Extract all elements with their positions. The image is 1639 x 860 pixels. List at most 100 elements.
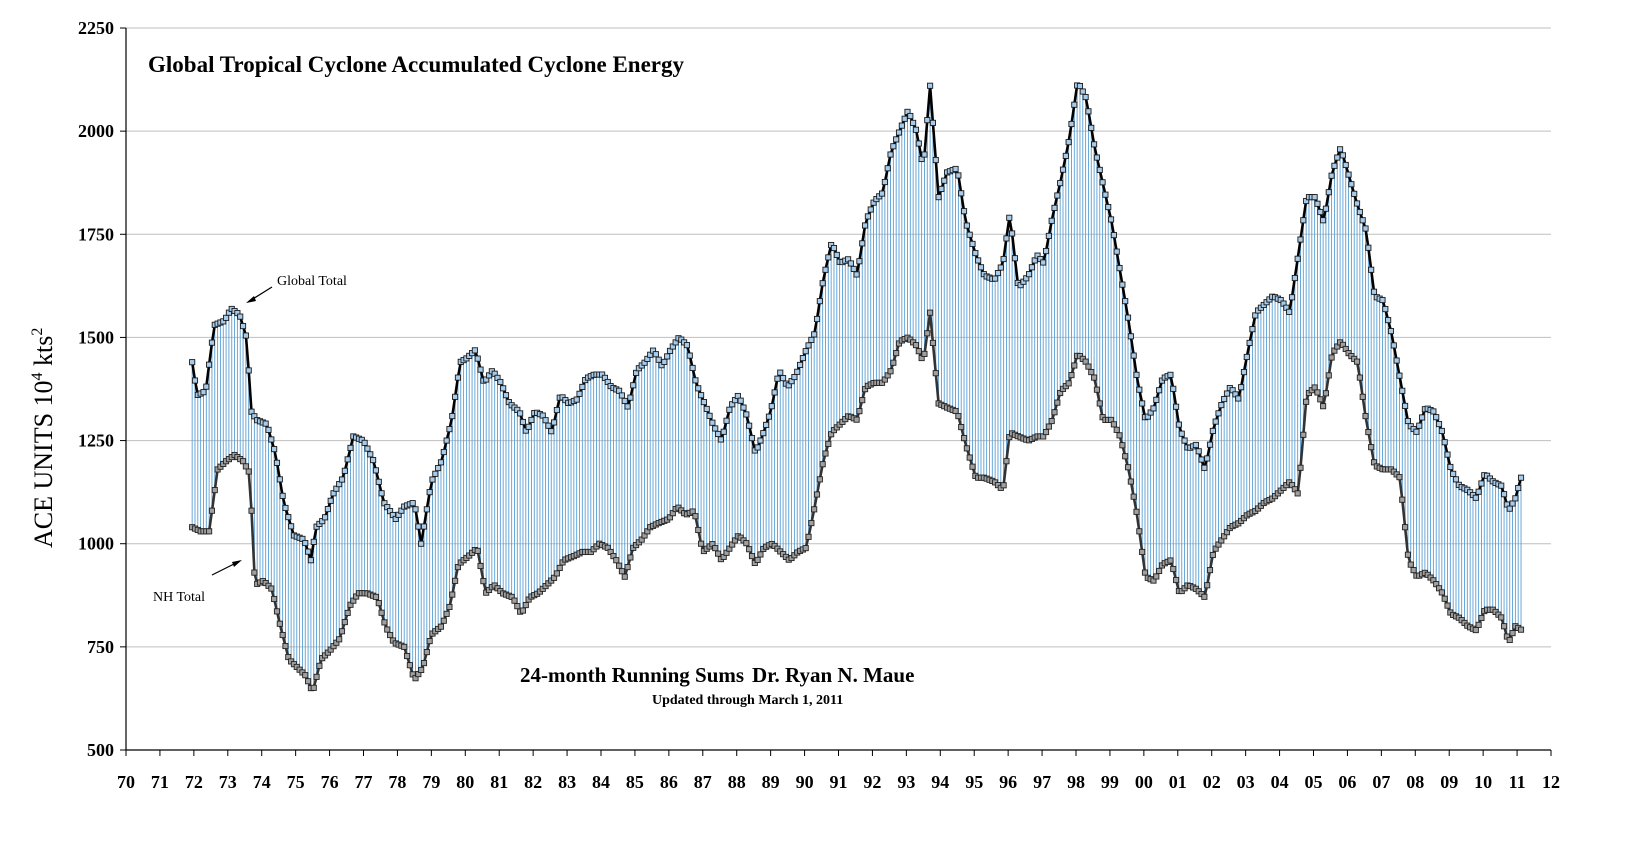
nh-total-point [1051,409,1058,416]
nh-total-point [268,585,275,592]
global-total-point [1170,385,1177,392]
global-total-point [994,270,1002,277]
x-tick-label: 96 [999,772,1017,792]
global-total-point [242,332,249,339]
x-tick-label: 89 [762,772,780,792]
global-total-point [347,444,354,451]
nh-total-point [452,577,459,584]
global-total-point [709,419,716,426]
global-total-point [200,389,207,396]
nh-total-point [927,309,934,316]
global-total-point [884,165,891,172]
global-total-point [1311,194,1318,201]
global-total-point [977,264,985,271]
x-tick-label: 80 [456,772,474,792]
global-total-point [1356,208,1363,216]
global-total-point [1192,441,1199,449]
nh-total-point [1472,627,1479,634]
nh-total-point [1170,565,1177,573]
nh-total-point [1297,464,1304,471]
global-total-point [1206,441,1214,448]
global-total-point [285,514,292,521]
x-tick-label: 03 [1237,772,1255,792]
global-total-point [551,419,558,426]
global-total-point [1082,93,1089,101]
global-total-point [1195,448,1202,455]
global-total-point [1509,500,1516,507]
global-total-point [816,298,823,305]
global-total-point [1119,281,1126,288]
y-tick-label: 2000 [78,121,114,141]
global-total-point [1167,371,1174,378]
global-total-point [862,222,869,229]
global-total-point [963,222,970,229]
nh-total-point [1359,393,1366,400]
global-total-point [929,119,936,126]
nh-total-point [336,636,343,643]
nh-total-point [1396,474,1403,481]
annotation-global-arrowhead [246,296,256,303]
nh-total-point [449,591,456,598]
global-total-point [958,190,965,197]
global-total-point [1040,259,1047,266]
global-total-point [1054,192,1061,199]
x-tick-label: 12 [1542,772,1560,792]
x-tick-label: 00 [1135,772,1153,792]
global-total-point [1345,171,1352,178]
global-total-point [695,385,702,392]
global-total-point [1045,232,1052,239]
nh-total-point [1065,380,1072,387]
global-total-point [440,448,447,456]
global-total-point [712,425,719,432]
nh-total-point [1517,626,1525,633]
global-total-point [664,353,671,360]
global-total-point [754,444,761,451]
global-total-point [777,369,784,376]
nh-total-point [372,593,379,600]
nh-total-point [273,608,281,615]
nh-total-point [276,620,283,627]
global-total-point [1368,266,1375,273]
global-total-point [859,240,866,247]
nh-total-point [1127,478,1134,485]
annotation-global-total: Global Total [246,274,347,303]
nh-total-point [211,487,218,494]
global-total-point [808,336,815,343]
global-total-point [1000,255,1007,263]
nh-total-point [822,450,829,457]
global-total-point [618,392,625,399]
global-total-point [881,178,888,186]
global-total-point [1322,205,1329,212]
global-total-point [652,351,659,358]
global-total-point [997,264,1004,271]
annotation-global-label: Global Total [277,274,347,289]
nh-total-point [825,440,832,447]
global-total-point [305,548,312,555]
series-markers [189,82,1525,692]
global-total-point [1435,421,1443,428]
global-total-point [1065,139,1072,146]
global-total-point [1215,410,1222,417]
global-total-point [341,467,348,474]
chart-title: Global Tropical Cyclone Accumulated Cycl… [148,52,685,77]
nh-total-point [511,597,518,604]
global-total-point [1472,494,1479,501]
nh-total-point [1509,630,1516,637]
global-total-point [1223,390,1231,397]
global-total-point [1218,402,1225,409]
global-total-point [307,557,314,564]
global-total-point [907,112,914,120]
nh-total-point [344,609,351,616]
global-total-point [1379,296,1386,304]
global-total-point [715,430,722,438]
nh-total-point [618,568,625,575]
global-total-point [1028,264,1035,271]
nh-total-point [282,642,289,650]
global-total-point [720,428,727,435]
x-tick-label: 85 [626,772,644,792]
global-total-point [576,390,583,397]
global-total-point [924,117,931,124]
global-total-point [627,394,634,401]
global-total-point [915,140,922,147]
